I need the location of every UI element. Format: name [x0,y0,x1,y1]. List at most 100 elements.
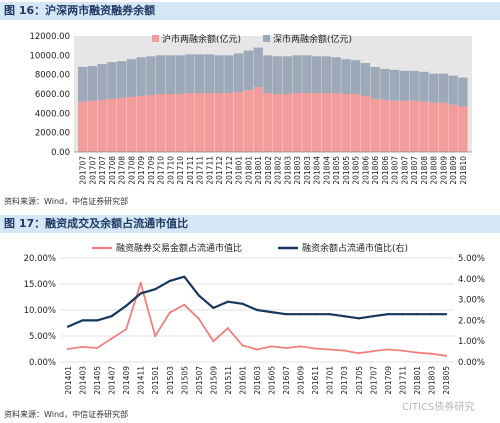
bar-22-shenzhen [282,56,293,94]
x-tick-label: 201507 [195,366,204,395]
bar-10-shanghai [165,94,176,152]
bar-12-shenzhen [185,54,195,94]
x-tick-label: 201708 [118,156,127,185]
bar-33-shanghai [390,100,400,152]
bar-8-shenzhen [146,56,156,95]
x-tick-label: 201712 [225,156,234,185]
bar-17-shanghai [234,92,244,152]
bar-14-shenzhen [204,54,215,94]
bar-15-shenzhen [214,55,224,94]
x-tick-label: 201806 [361,156,370,185]
point-balance-ratio [357,317,360,320]
y-tick-label: 4000.00 [35,109,70,119]
legend-label-balance-ratio: 融资余额占流通市值比(右) [302,242,408,254]
point-balance-ratio [401,313,404,316]
bar-40-shenzhen [458,77,468,107]
x-tick-label: 201803 [303,156,312,185]
y-tick-label: 5.00% [29,332,56,342]
point-trading-ratio [343,349,346,352]
x-tick-label: 201409 [122,366,131,395]
point-balance-ratio [226,300,230,303]
point-trading-ratio [183,303,186,306]
bar-9-shenzhen [156,55,166,94]
bar-23-shenzhen [292,55,302,94]
y2-tick-label: 4.00% [458,275,485,285]
x-tick-label: 201805 [332,156,341,185]
point-balance-ratio [372,315,375,318]
x-tick-label: 201709 [384,366,393,395]
y-tick-label: 0.00% [29,358,56,368]
x-tick-label: 201712 [215,156,224,185]
y-tick-label: 15.00% [24,280,56,290]
x-tick-label: 201605 [268,366,277,395]
point-balance-ratio [444,313,448,316]
point-trading-ratio [125,328,128,331]
x-tick-label: 201603 [253,366,262,395]
x-tick-label: 201709 [137,156,146,185]
x-tick-label: 201805 [442,366,451,395]
x-tick-label: 201808 [430,156,439,185]
bar-36-shenzhen [419,71,429,102]
bar-34-shenzhen [399,70,410,101]
point-trading-ratio [299,345,302,348]
bar-37-shanghai [429,102,439,152]
point-trading-ratio [241,344,244,347]
legend-swatch-shanghai [152,35,159,42]
x-tick-label: 201807 [410,156,419,185]
bar-31-shenzhen [370,66,380,99]
bar-29-shanghai [351,94,361,152]
x-tick-label: 201801 [244,156,253,185]
x-tick-label: 201701 [326,366,335,395]
y2-tick-label: 1.00% [458,337,485,347]
point-balance-ratio [299,313,302,316]
point-trading-ratio [139,281,142,285]
x-tick-label: 201707 [79,156,88,185]
x-tick-label: 201809 [449,156,458,185]
bar-24-shanghai [302,93,312,152]
legend-swatch-shenzhen [263,35,270,42]
x-tick-label: 201807 [391,156,400,185]
bar-27-shanghai [331,93,341,152]
x-tick-label: 201401 [64,366,73,395]
y2-tick-label: 5.00% [458,254,485,264]
point-balance-ratio [430,313,433,316]
point-balance-ratio [328,313,331,316]
chart-16: 0.00 2000.00 4000.00 6000.00 8000.00 10000.00… [29,32,472,185]
x-tick-label: 201503 [166,366,175,395]
point-trading-ratio [328,348,331,351]
bar-3-shanghai [97,99,107,152]
point-trading-ratio [154,334,157,338]
point-balance-ratio [255,308,259,312]
point-balance-ratio [125,304,128,307]
bar-32-shenzhen [380,68,390,100]
bar-2-shenzhen [87,65,98,101]
point-trading-ratio [81,345,84,349]
bar-11-shenzhen [175,55,185,94]
bar-6-shenzhen [126,59,137,97]
bar-30-shanghai [360,95,371,152]
x-tick-label: 201807 [400,156,409,185]
bar-39-shenzhen [448,75,458,105]
bar-32-shanghai [380,99,390,152]
bar-20-shenzhen [263,55,273,94]
bar-25-shenzhen [312,56,322,94]
bar-11-shanghai [175,94,185,152]
y-tick-label: 2000.00 [35,129,70,139]
x-tick-label: 201407 [108,366,117,395]
figure-17-title: 图 17：融资成交及余额占流通市值比 [0,215,500,233]
bar-22-shanghai [282,94,293,152]
x-tick-label: 201801 [254,156,263,185]
point-trading-ratio [357,352,360,355]
x-tick-label: 201611 [311,366,320,395]
point-trading-ratio [197,317,200,320]
bar-35-shenzhen [409,70,419,101]
y-tick-label: 6000.00 [35,90,70,100]
series-line-trading-ratio [67,282,447,357]
x-tick-label: 201707 [98,156,107,185]
x-tick-label: 201509 [209,366,218,395]
x-tick-label: 201711 [196,156,205,185]
bar-26-shanghai [321,93,332,152]
bar-34-shanghai [399,100,410,152]
y-tick-label: 20.00% [24,254,56,264]
bar-28-shenzhen [341,59,351,94]
